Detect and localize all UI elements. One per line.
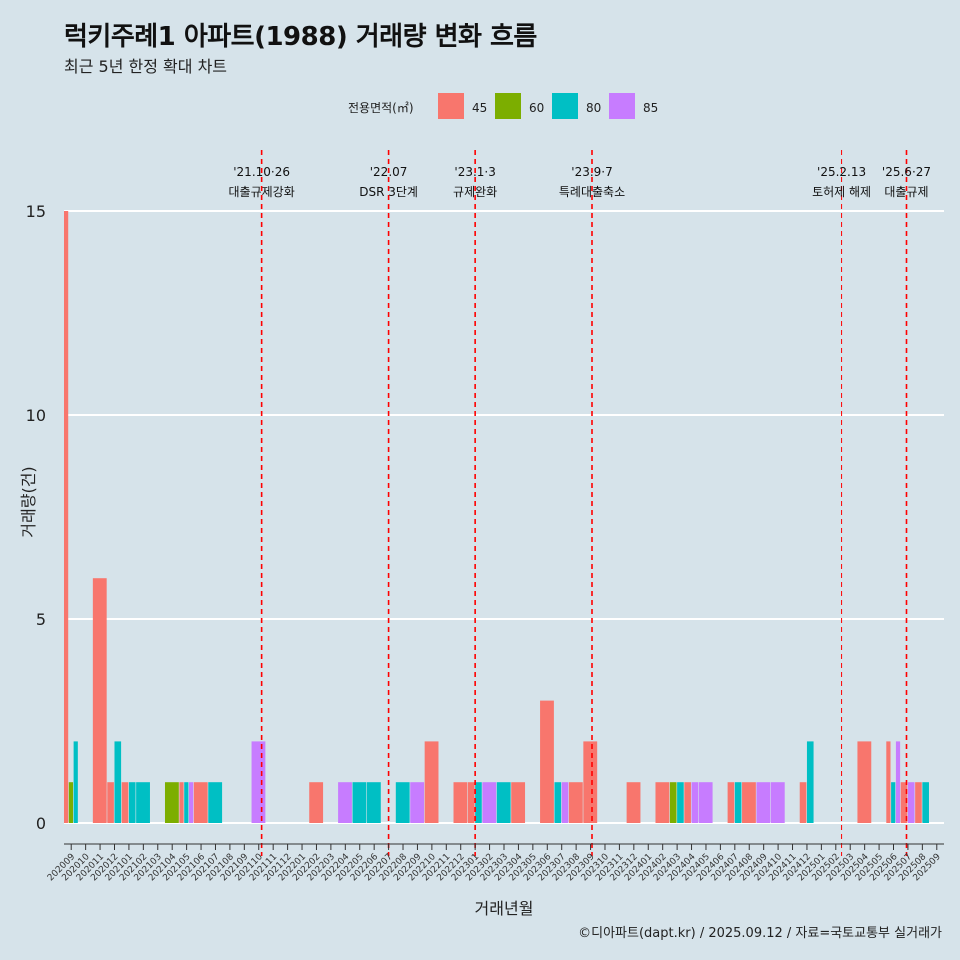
bar-45-202404 <box>684 782 691 823</box>
bar-45-202408 <box>742 782 756 823</box>
chart-title: 럭키주례1 아파트(1988) 거래량 변화 흐름 <box>64 22 537 52</box>
bar-45-202402 <box>655 782 670 823</box>
bar-85-202405 <box>698 782 713 823</box>
event-lines: '21.10·26 대출규제강화 '22.07 DSR 3단계 '23.1·3 규제완화 '… <box>229 150 931 856</box>
bar-80-202407 <box>734 782 742 823</box>
bar-45-202506 <box>886 741 891 823</box>
bar-45-202105 <box>179 782 184 823</box>
legend-label-60: 60 <box>529 101 544 115</box>
event-date: '21.10·26 <box>233 165 290 179</box>
bar-45-202309 <box>583 741 598 823</box>
bar-85-202507 <box>907 782 915 823</box>
bar-60-202104 <box>164 782 179 823</box>
bar-45-202202 <box>309 782 324 823</box>
bar-80-202107 <box>208 782 223 823</box>
bar-80-202102 <box>136 782 150 823</box>
bar-45-202407 <box>727 782 735 823</box>
chart-subtitle: 최근 5년 한정 확대 차트 <box>64 57 228 76</box>
y-tick-label: 5 <box>36 610 46 629</box>
bar-45-202210 <box>424 741 439 823</box>
bar-80-202506 <box>891 782 896 823</box>
bar-80-202403 <box>677 782 684 823</box>
legend-title: 전용면적(㎡) <box>348 101 414 115</box>
legend-swatch-85 <box>609 93 635 119</box>
bar-60-202403 <box>669 782 677 823</box>
y-tick-label: 15 <box>26 202 46 221</box>
bar-45-202101 <box>121 782 129 823</box>
gridlines <box>64 210 944 824</box>
bar-80-202009 <box>73 741 78 823</box>
y-tick-label: 0 <box>36 814 46 833</box>
legend-swatch-45 <box>438 93 464 119</box>
bar-45-202507 <box>900 782 908 823</box>
event-label: 토허제 해제 <box>812 185 871 199</box>
event-date: '25.2.13 <box>817 165 866 179</box>
event-label: DSR 3단계 <box>359 185 418 199</box>
bar-45-202412 <box>799 782 807 823</box>
event-date: '23.1·3 <box>454 165 495 179</box>
bar-85-202410 <box>770 782 785 823</box>
bar-45-202308 <box>568 782 583 823</box>
bar-80-202205 <box>352 782 367 823</box>
bar-80-202303 <box>496 782 511 823</box>
y-tick-label: 10 <box>26 406 46 425</box>
event-label: 대출규제강화 <box>229 185 295 199</box>
x-axis-title: 거래년월 <box>475 899 534 918</box>
event-date: '25.6·27 <box>882 165 931 179</box>
event-label: 규제완화 <box>453 185 497 199</box>
bar-80-202508 <box>922 782 929 823</box>
bar-80-202012 <box>114 741 122 823</box>
legend-label-85: 85 <box>643 101 658 115</box>
event-label: 대출규제 <box>884 185 928 199</box>
bar-85-202506 <box>895 741 901 823</box>
x-axis: 2020092020102020112020122021012021022021… <box>46 843 944 883</box>
bar-85-202307 <box>561 782 569 823</box>
bar-45-202009 <box>64 211 69 823</box>
bar-45-202312 <box>626 782 641 823</box>
bar-85-202404 <box>691 782 699 823</box>
bar-80-202301 <box>475 782 482 823</box>
event-label: 특례대출축소 <box>559 185 625 199</box>
bar-85-202209 <box>410 782 425 823</box>
bar-45-202504 <box>857 741 872 823</box>
bar-80-202206 <box>366 782 381 823</box>
bar-45-202306 <box>540 700 554 823</box>
bar-45-202011 <box>92 578 107 823</box>
event-date: '23.9·7 <box>571 165 612 179</box>
legend-label-80: 80 <box>586 101 601 115</box>
bar-45-202106 <box>193 782 208 823</box>
legend-label-45: 45 <box>472 101 487 115</box>
bar-80-202101 <box>128 782 136 823</box>
legend-swatch-60 <box>495 93 521 119</box>
bar-80-202412 <box>806 741 814 823</box>
bar-80-202208 <box>395 782 410 823</box>
bar-45-202301 <box>467 782 475 823</box>
legend: 전용면적(㎡) 45 60 80 85 <box>348 93 658 119</box>
y-axis-title: 거래량(건) <box>19 466 38 537</box>
bar-60-202009 <box>68 782 74 823</box>
bar-85-202204 <box>338 782 352 823</box>
bars <box>64 211 929 823</box>
bar-85-202105 <box>189 782 194 823</box>
event-date: '22.07 <box>370 165 408 179</box>
bar-45-202212 <box>453 782 468 823</box>
source-caption: ©디아파트(dapt.kr) / 2025.09.12 / 자료=국토교통부 실… <box>578 926 942 941</box>
bar-80-202307 <box>554 782 562 823</box>
bar-45-202012 <box>107 782 114 823</box>
y-axis-ticks: 0 5 10 15 <box>26 202 46 833</box>
bar-80-202105 <box>184 782 189 823</box>
legend-swatch-80 <box>552 93 578 119</box>
bar-85-202302 <box>482 782 497 823</box>
bar-45-202508 <box>915 782 922 823</box>
bar-45-202304 <box>511 782 526 823</box>
bar-85-202110 <box>251 741 266 823</box>
bar-85-202409 <box>756 782 771 823</box>
